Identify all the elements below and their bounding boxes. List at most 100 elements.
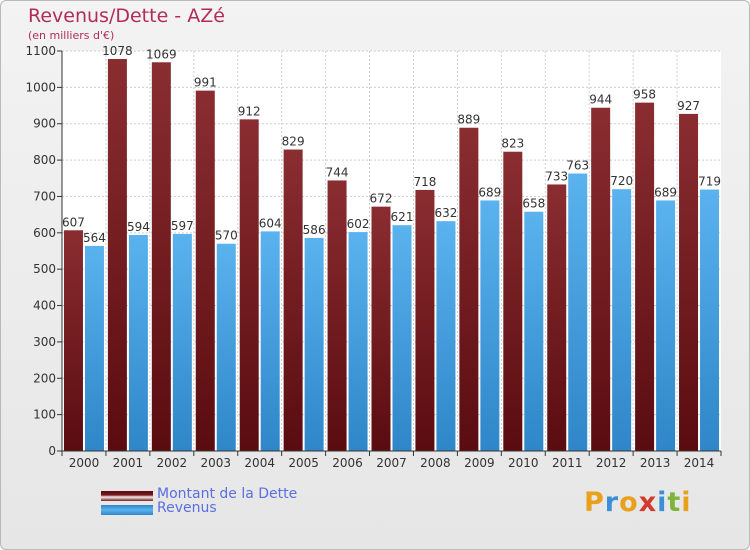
x-tick-label: 2011 bbox=[552, 456, 583, 470]
y-tick-label: 100 bbox=[33, 408, 56, 422]
bar-revenus bbox=[392, 225, 412, 451]
data-label-revenus: 621 bbox=[391, 210, 414, 224]
x-tick-label: 2014 bbox=[684, 456, 715, 470]
bar-revenus bbox=[700, 189, 720, 451]
data-label-dette: 958 bbox=[633, 88, 656, 102]
logo-letter: i bbox=[681, 487, 692, 518]
x-tick-label: 2013 bbox=[640, 456, 671, 470]
y-tick-label: 1100 bbox=[25, 44, 56, 58]
y-tick-label: 300 bbox=[33, 335, 56, 349]
legend-swatch-debt bbox=[101, 491, 153, 501]
data-label-revenus: 632 bbox=[434, 206, 457, 220]
logo-letter: i bbox=[657, 487, 668, 518]
data-label-revenus: 658 bbox=[522, 197, 545, 211]
y-tick-label: 500 bbox=[33, 262, 56, 276]
proxiti-logo: Proxiti bbox=[584, 487, 692, 518]
bar-revenus bbox=[128, 235, 148, 451]
data-label-dette: 912 bbox=[238, 104, 261, 118]
bar-dette bbox=[151, 62, 171, 451]
x-tick-label: 2005 bbox=[288, 456, 319, 470]
data-label-dette: 927 bbox=[677, 99, 700, 113]
chart-subtitle: (en milliers d'€) bbox=[28, 29, 115, 42]
logo-letter: P bbox=[584, 487, 605, 518]
y-tick-label: 200 bbox=[33, 371, 56, 385]
data-label-dette: 829 bbox=[282, 135, 305, 149]
data-label-dette: 607 bbox=[62, 215, 85, 229]
data-label-dette: 744 bbox=[326, 165, 349, 179]
y-tick-label: 400 bbox=[33, 299, 56, 313]
bar-dette bbox=[635, 102, 655, 452]
bar-dette bbox=[547, 184, 567, 452]
data-label-revenus: 570 bbox=[215, 229, 238, 243]
y-tick-label: 600 bbox=[33, 226, 56, 240]
bar-revenus bbox=[480, 200, 500, 451]
data-label-dette: 944 bbox=[589, 93, 612, 107]
bar-revenus bbox=[436, 221, 456, 451]
bar-dette bbox=[591, 107, 611, 452]
y-tick-label: 700 bbox=[33, 189, 56, 203]
logo-letter: t bbox=[667, 487, 682, 518]
x-tick-label: 2009 bbox=[464, 456, 495, 470]
data-label-revenus: 602 bbox=[347, 217, 370, 231]
x-tick-label: 2003 bbox=[200, 456, 231, 470]
bar-dette bbox=[503, 151, 523, 451]
logo-letter: r bbox=[604, 487, 620, 518]
data-label-revenus: 564 bbox=[83, 231, 106, 245]
bar-dette bbox=[679, 113, 699, 451]
legend-label-debt: Montant de la Dette bbox=[157, 486, 298, 502]
x-tick-label: 2001 bbox=[113, 456, 144, 470]
bar-dette bbox=[415, 189, 435, 451]
bar-revenus bbox=[260, 231, 280, 451]
bar-revenus bbox=[172, 233, 192, 451]
bar-revenus bbox=[84, 245, 104, 451]
data-label-revenus: 586 bbox=[303, 223, 326, 237]
data-label-revenus: 597 bbox=[171, 219, 194, 233]
data-label-dette: 1078 bbox=[102, 44, 133, 58]
x-tick-label: 2010 bbox=[508, 456, 539, 470]
plot-area bbox=[62, 51, 721, 451]
bar-dette bbox=[239, 119, 259, 451]
x-tick-label: 2002 bbox=[157, 456, 188, 470]
bar-dette bbox=[107, 59, 127, 451]
y-tick-label: 1000 bbox=[25, 80, 56, 94]
bar-revenus bbox=[656, 200, 676, 451]
bar-revenus bbox=[612, 189, 632, 451]
bar-revenus bbox=[304, 237, 324, 451]
data-label-dette: 718 bbox=[413, 175, 436, 189]
data-label-dette: 733 bbox=[545, 169, 568, 183]
data-label-dette: 672 bbox=[370, 192, 393, 206]
data-label-revenus: 594 bbox=[127, 220, 150, 234]
data-label-dette: 991 bbox=[194, 76, 217, 90]
bar-revenus bbox=[524, 211, 544, 451]
bar-dette bbox=[459, 127, 479, 452]
x-tick-label: 2004 bbox=[244, 456, 275, 470]
x-tick-label: 2012 bbox=[596, 456, 627, 470]
data-label-revenus: 689 bbox=[654, 185, 677, 199]
data-label-dette: 889 bbox=[457, 113, 480, 127]
x-tick-label: 2000 bbox=[69, 456, 100, 470]
x-tick-label: 2006 bbox=[332, 456, 363, 470]
data-label-revenus: 719 bbox=[698, 175, 721, 189]
data-label-dette: 1069 bbox=[146, 47, 177, 61]
bar-dette bbox=[63, 230, 83, 451]
chart-title: Revenus/Dette - AZé bbox=[28, 5, 225, 27]
data-label-revenus: 763 bbox=[566, 159, 589, 173]
bar-revenus bbox=[568, 173, 588, 451]
x-tick-label: 2007 bbox=[376, 456, 407, 470]
logo-letter: o bbox=[619, 487, 639, 518]
y-tick-label: 0 bbox=[48, 444, 56, 458]
x-tick-label: 2008 bbox=[420, 456, 451, 470]
bar-revenus bbox=[348, 232, 368, 451]
y-tick-label: 900 bbox=[33, 117, 56, 131]
legend-label-revenus: Revenus bbox=[157, 500, 217, 516]
bar-dette bbox=[327, 180, 347, 452]
logo-letter: x bbox=[638, 487, 658, 518]
bar-dette bbox=[283, 149, 303, 451]
data-label-revenus: 604 bbox=[259, 216, 282, 230]
data-label-revenus: 720 bbox=[610, 174, 633, 188]
y-tick-label: 800 bbox=[33, 153, 56, 167]
data-label-revenus: 689 bbox=[478, 185, 501, 199]
data-label-dette: 823 bbox=[501, 137, 524, 151]
